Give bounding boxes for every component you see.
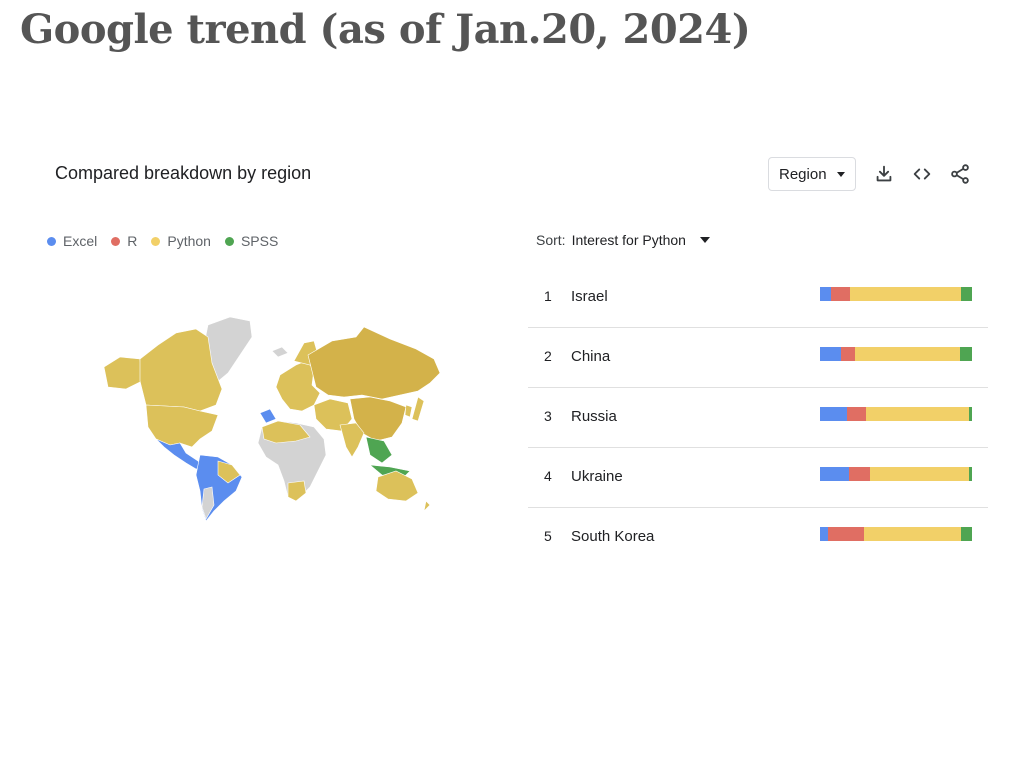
sort-control[interactable]: Sort: Interest for Python (536, 232, 710, 248)
sort-label: Sort: (536, 232, 566, 248)
legend-label: Python (167, 233, 211, 249)
map-usa (145, 404, 219, 448)
region-select[interactable]: Region (768, 157, 856, 191)
table-row[interactable]: 5 South Korea (528, 508, 988, 567)
legend-label: SPSS (240, 233, 279, 249)
world-map (103, 316, 441, 522)
sort-value[interactable]: Interest for Python (571, 232, 686, 248)
map-iceland (271, 346, 289, 358)
rank-number: 2 (544, 348, 552, 364)
table-row[interactable]: 2 China (528, 328, 988, 388)
bar-segment-python (870, 467, 969, 481)
bar-segment-spss (968, 407, 972, 421)
map-south-africa (287, 480, 307, 502)
legend-label: R (127, 233, 138, 249)
download-icon[interactable] (873, 163, 895, 185)
rank-number: 4 (544, 468, 552, 484)
bar-segment-python (850, 287, 962, 301)
chart-legend: Excel R Python SPSS (47, 233, 278, 249)
bar-segment-excel (820, 347, 842, 361)
map-iberia (259, 408, 277, 424)
legend-item: R (111, 233, 137, 249)
legend-label: Excel (63, 233, 98, 249)
region-select-label: Region (779, 165, 827, 183)
bar-segment-spss (961, 287, 972, 301)
bar-segment-excel (820, 407, 848, 421)
map-brazil-east (217, 460, 241, 484)
map-southern-cone (201, 486, 215, 520)
rank-number: 3 (544, 408, 552, 424)
region-name: Russia (571, 408, 617, 425)
map-korea (404, 404, 413, 418)
legend-dot (111, 236, 121, 246)
table-row[interactable]: 4 Ukraine (528, 448, 988, 508)
rank-number: 1 (544, 288, 552, 304)
share-icon[interactable] (949, 163, 971, 185)
slide-title: Google trend (as of Jan.20, 2024) (20, 6, 751, 53)
stacked-bar (820, 347, 972, 361)
bar-segment-python (854, 347, 960, 361)
map-alaska (103, 356, 143, 390)
region-name: Ukraine (571, 468, 623, 485)
legend-dot (224, 236, 234, 246)
legend-item: SPSS (224, 233, 279, 249)
map-india (339, 422, 365, 458)
stacked-bar (820, 287, 972, 301)
map-russia (307, 326, 441, 400)
legend-dot (47, 236, 56, 246)
map-southeast-asia (365, 436, 393, 464)
region-name: Israel (571, 288, 608, 305)
bar-segment-python (864, 527, 962, 541)
bar-segment-spss (959, 347, 972, 361)
map-australia (375, 470, 419, 502)
bar-segment-spss (968, 467, 972, 481)
map-mexico (155, 438, 205, 470)
bar-segment-excel (820, 287, 831, 301)
stacked-bar (820, 407, 972, 421)
panel-title: Compared breakdown by region (55, 163, 312, 183)
stacked-bar (820, 527, 972, 541)
region-ranking-list: 1 Israel 2 China 3 Russia 4 Ukraine 5 South Korea (528, 268, 988, 567)
table-row[interactable]: 3 Russia (528, 388, 988, 448)
map-new-zealand (423, 500, 431, 512)
bar-segment-r (841, 347, 855, 361)
region-name: South Korea (571, 528, 655, 545)
legend-item: Python (151, 233, 211, 249)
bar-segment-r (848, 467, 871, 481)
bar-segment-r (830, 287, 851, 301)
map-north-africa (261, 420, 311, 444)
region-name: China (571, 348, 611, 365)
caret-down-icon[interactable] (699, 237, 710, 243)
stacked-bar (820, 467, 972, 481)
rank-number: 5 (544, 528, 552, 544)
map-japan (411, 396, 425, 422)
embed-code-icon[interactable] (911, 163, 933, 185)
bar-segment-r (827, 527, 865, 541)
table-row[interactable]: 1 Israel (528, 268, 988, 328)
caret-down-icon (837, 172, 845, 177)
legend-item: Excel (47, 233, 97, 249)
legend-dot (151, 236, 161, 246)
bar-segment-excel (820, 527, 828, 541)
bar-segment-spss (961, 527, 972, 541)
bar-segment-excel (820, 467, 849, 481)
bar-segment-r (847, 407, 866, 421)
bar-segment-python (865, 407, 969, 421)
